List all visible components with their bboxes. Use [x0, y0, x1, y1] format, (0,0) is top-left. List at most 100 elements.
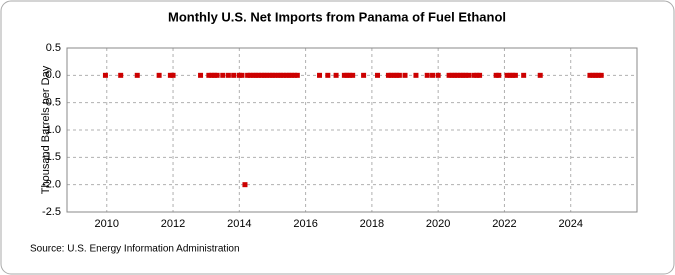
point	[452, 72, 458, 78]
x-tick-label: 2010	[95, 218, 119, 230]
point	[477, 72, 483, 78]
point	[239, 72, 245, 78]
point	[245, 72, 251, 78]
point	[272, 72, 278, 78]
point	[325, 72, 331, 78]
point	[510, 72, 516, 78]
point	[454, 72, 460, 78]
y-tick-label: -2.5	[42, 206, 61, 218]
point	[214, 72, 220, 78]
point	[341, 72, 347, 78]
point	[256, 72, 262, 78]
point	[134, 72, 140, 78]
point	[593, 72, 599, 78]
point	[292, 72, 298, 78]
point	[242, 182, 248, 188]
x-tick-label: 2020	[426, 218, 450, 230]
point	[198, 72, 204, 78]
point	[236, 72, 242, 78]
point	[424, 72, 430, 78]
point	[206, 72, 212, 78]
point	[402, 72, 408, 78]
point	[385, 72, 391, 78]
point	[333, 72, 339, 78]
point	[471, 72, 477, 78]
point	[247, 72, 253, 78]
point	[269, 72, 275, 78]
point	[289, 72, 295, 78]
point	[449, 72, 455, 78]
point	[512, 72, 518, 78]
x-tick-label: 2014	[227, 218, 251, 230]
point	[317, 72, 323, 78]
point	[466, 72, 472, 78]
point	[261, 72, 267, 78]
point	[350, 72, 356, 78]
point	[156, 72, 162, 78]
point	[250, 72, 256, 78]
point	[590, 72, 596, 78]
x-tick-label: 2024	[558, 218, 582, 230]
point	[587, 72, 593, 78]
point	[435, 72, 441, 78]
y-tick-label: -1.5	[42, 151, 61, 163]
x-tick-label: 2012	[161, 218, 185, 230]
point	[347, 72, 353, 78]
point	[394, 72, 400, 78]
point	[264, 72, 270, 78]
source-note: Source: U.S. Energy Information Administ…	[30, 244, 240, 255]
point	[259, 72, 265, 78]
y-tick-label: -0.5	[42, 97, 61, 109]
x-tick-label: 2016	[293, 218, 317, 230]
point	[361, 72, 367, 78]
point	[463, 72, 469, 78]
point	[391, 72, 397, 78]
point	[275, 72, 281, 78]
point	[457, 72, 463, 78]
point	[211, 72, 217, 78]
point	[507, 72, 513, 78]
point	[118, 72, 124, 78]
point	[170, 72, 176, 78]
chart-title: Monthly U.S. Net Imports from Panama of …	[168, 9, 506, 24]
point	[253, 72, 259, 78]
point	[430, 72, 436, 78]
x-tick-label: 2022	[492, 218, 516, 230]
point	[280, 72, 286, 78]
point	[225, 72, 231, 78]
point	[493, 72, 499, 78]
point	[294, 72, 300, 78]
point	[598, 72, 604, 78]
point	[595, 72, 601, 78]
y-tick-label: -2.0	[42, 179, 61, 191]
plot-border	[66, 47, 638, 213]
point	[267, 72, 273, 78]
point	[504, 72, 510, 78]
point	[220, 72, 226, 78]
point	[460, 72, 466, 78]
point	[388, 72, 394, 78]
point	[286, 72, 292, 78]
point	[413, 72, 419, 78]
point	[521, 72, 527, 78]
point	[231, 72, 237, 78]
point	[396, 72, 402, 78]
point	[375, 72, 381, 78]
point	[446, 72, 452, 78]
point	[344, 72, 350, 78]
point	[167, 72, 173, 78]
point	[283, 72, 289, 78]
point	[474, 72, 480, 78]
point	[102, 72, 108, 78]
point	[209, 72, 215, 78]
point	[278, 72, 284, 78]
y-tick-label: -1.0	[42, 124, 61, 136]
point	[537, 72, 543, 78]
x-tick-label: 2018	[360, 218, 384, 230]
y-axis-label: Thousand Barrels per Day	[40, 65, 52, 194]
y-tick-label: 0.0	[46, 69, 61, 81]
y-tick-label: 0.5	[46, 42, 61, 54]
point	[496, 72, 502, 78]
